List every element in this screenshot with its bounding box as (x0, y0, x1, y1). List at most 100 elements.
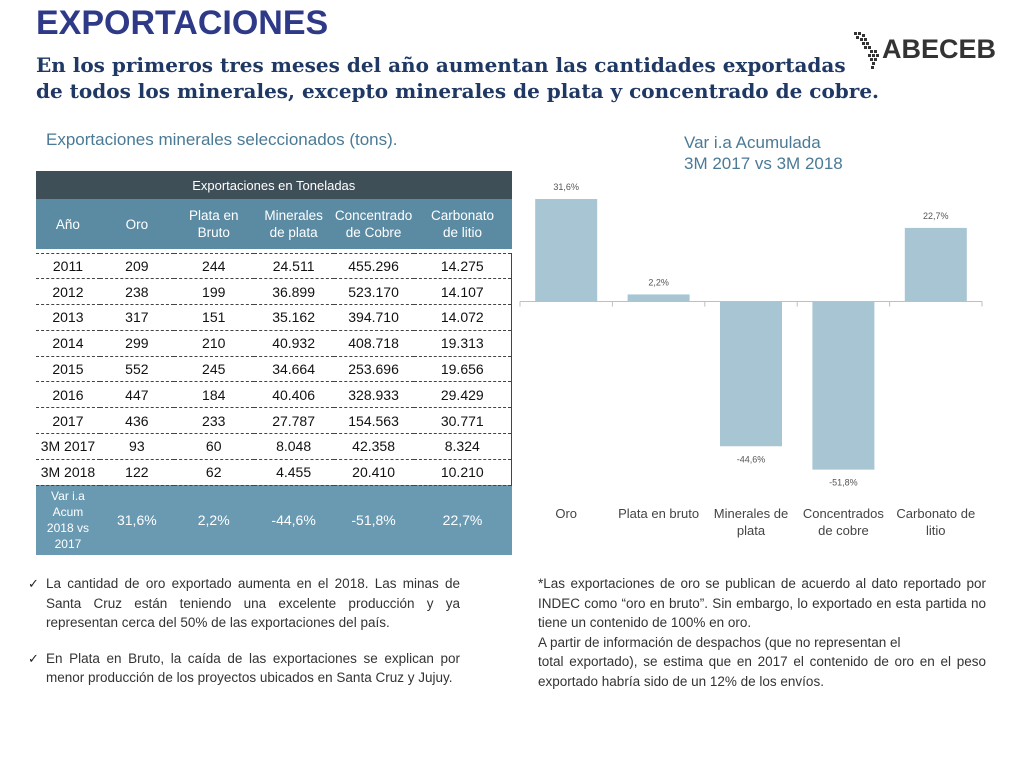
table-cell: 151 (173, 304, 254, 331)
table-cell: 35.162 (253, 304, 334, 331)
note-bullet-text: En Plata en Bruto, la caída de las expor… (46, 650, 460, 686)
table-cell: 27.787 (253, 407, 334, 435)
var-row-label-line: Acum (52, 505, 84, 520)
chart-category-label: Oro (555, 506, 577, 521)
table-cell: 238 (99, 278, 174, 306)
table-cell: 29.429 (413, 381, 512, 409)
table-cell: 245 (173, 356, 254, 383)
check-icon: ✓ (28, 576, 39, 591)
chart-data-label: 22,7% (923, 211, 949, 221)
table-cell: 3M 2017 (36, 433, 100, 460)
check-icon: ✓ (28, 650, 39, 666)
column-header-line: Carbonato (431, 208, 495, 223)
table-cell: 2015 (36, 356, 100, 383)
table-row: 2017 436 233 27.787 154.563 30.771 (36, 407, 512, 435)
table-cell: 8.048 (253, 433, 334, 460)
table-cell: 62 (173, 459, 254, 486)
table-cell: 93 (99, 433, 174, 460)
chart-data-label: -51,8% (829, 478, 858, 488)
note-gold-content-line1: A partir de información de despachos (qu… (538, 634, 901, 650)
abeceb-logo: ABECEB (852, 30, 996, 72)
chart-bar (627, 294, 690, 302)
column-header: Año (36, 199, 100, 249)
table-cell: 60 (173, 433, 254, 460)
note-bullet-text: La cantidad de oro exportado aumenta en … (46, 576, 460, 630)
table-cell: 10.210 (413, 459, 512, 486)
table-cell: 523.170 (333, 278, 414, 306)
note-bullet: ✓ La cantidad de oro exportado aumenta e… (28, 574, 460, 633)
chart-category-label: Plata en bruto (618, 506, 699, 521)
table-cell: 2011 (36, 253, 100, 280)
chart-bar (812, 301, 875, 470)
column-header-line: Minerales (264, 208, 323, 223)
table-cell: 394.710 (333, 304, 414, 331)
table-cell: 253.696 (333, 356, 414, 383)
exports-table: Exportaciones en Toneladas Año Oro Plata e… (36, 171, 512, 556)
chart-bar (720, 301, 782, 447)
table-row: 2013 317 151 35.162 394.710 14.072 (36, 304, 512, 331)
table-cell: 199 (173, 278, 254, 306)
table-row: 3M 2017 93 60 8.048 42.358 8.324 (36, 433, 512, 460)
note-gold-indec: *Las exportaciones de oro se publican de… (538, 576, 986, 630)
notes-left: ✓ La cantidad de oro exportado aumenta e… (28, 574, 460, 704)
table-cell: 34.664 (253, 356, 334, 383)
var-row-label-line: Var i.a (51, 489, 85, 504)
table-row: 2012 238 199 36.899 523.170 14.107 (36, 278, 512, 306)
subtitle-line-1: En los primeros tres meses del año aumen… (36, 53, 846, 77)
table-cell: 2014 (36, 330, 100, 357)
table-cell: 40.406 (253, 381, 334, 409)
var-row-value: -51,8% (333, 485, 414, 556)
table-cell: 24.511 (253, 253, 334, 280)
table-cell: 2013 (36, 304, 100, 331)
chart-category-label: de cobre (818, 523, 869, 538)
table-row: 3M 2018 122 62 4.455 20.410 10.210 (36, 459, 512, 486)
note-gold-content-rest: total exportado), se estima que en 2017 … (538, 654, 986, 689)
americas-map-icon (854, 32, 879, 69)
var-row-label: Var i.a Acum 2018 vs 2017 (36, 485, 100, 556)
column-header-line: de Cobre (345, 225, 402, 240)
chart-title: Var i.a Acumulada 3M 2017 vs 3M 2018 (684, 132, 843, 174)
notes-right: *Las exportaciones de oro se publican de… (538, 574, 986, 691)
table-cell: 14.275 (413, 253, 512, 280)
table-column-headers: Año Oro Plata en Bruto Minerales de plata Conc… (36, 199, 512, 249)
table-cell: 209 (99, 253, 174, 280)
table-cell: 210 (173, 330, 254, 357)
table-cell: 233 (173, 407, 254, 435)
table-cell: 447 (99, 381, 174, 409)
table-cell: 455.296 (333, 253, 414, 280)
page-subtitle: En los primeros tres meses del año aumen… (36, 52, 896, 104)
table-cell: 299 (99, 330, 174, 357)
chart-data-label: -44,6% (737, 454, 766, 464)
chart-category-label: litio (926, 523, 946, 538)
table-row: 2011 209 244 24.511 455.296 14.275 (36, 253, 512, 280)
table-cell: 19.656 (413, 356, 512, 383)
table-cell: 30.771 (413, 407, 512, 435)
var-row-label-line: 2017 (54, 537, 82, 552)
table-cell: 328.933 (333, 381, 414, 409)
column-header-line: Concentrado (334, 208, 413, 223)
table-row: 2015 552 245 34.664 253.696 19.656 (36, 356, 512, 383)
logo-text: ABECEB (882, 34, 997, 64)
table-cell: 436 (99, 407, 174, 435)
chart-data-label: 31,6% (553, 182, 579, 192)
column-header-line: Oro (125, 216, 149, 232)
table-cell: 244 (173, 253, 254, 280)
table-cell: 122 (99, 459, 174, 486)
table-cell: 184 (173, 381, 254, 409)
table-cell: 14.072 (413, 304, 512, 331)
var-row-value: -44,6% (253, 485, 334, 556)
chart-category-label: Minerales de (714, 506, 788, 521)
chart-title-line-1: Var i.a Acumulada (684, 133, 821, 152)
table-cell: 8.324 (413, 433, 512, 460)
table-caption: Exportaciones minerales seleccionados (t… (46, 130, 398, 149)
column-header: Minerales de plata (253, 199, 334, 249)
variation-bar-chart: 31,6% Oro 2,2% Plata en bruto -44,6% Minerale… (519, 182, 983, 538)
table-cell: 154.563 (333, 407, 414, 435)
chart-data-label: 2,2% (648, 277, 669, 287)
table-cell: 317 (99, 304, 174, 331)
var-row: Var i.a Acum 2018 vs 2017 31,6% 2,2% -44,6% -51… (36, 485, 512, 556)
table-cell: 19.313 (413, 330, 512, 357)
table-cell: 3M 2018 (36, 459, 100, 486)
group-header-cell: Exportaciones en Toneladas (36, 171, 512, 199)
chart-bar (904, 227, 967, 302)
